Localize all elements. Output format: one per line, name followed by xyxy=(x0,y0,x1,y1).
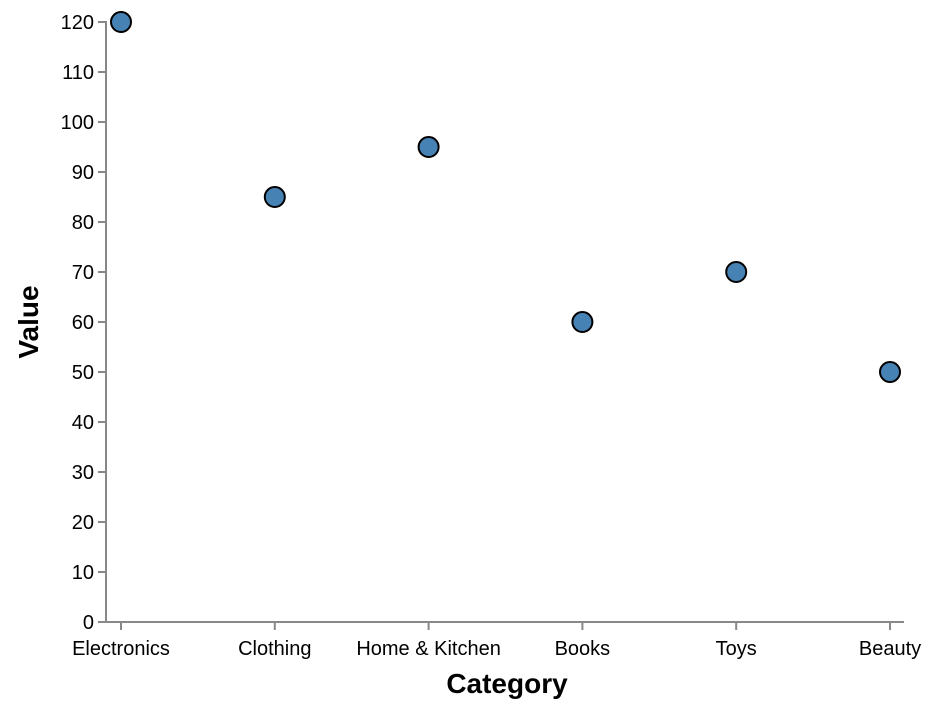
y-tick-label: 80 xyxy=(72,212,94,234)
x-axis-title: Category xyxy=(446,668,568,699)
x-tick-label: Toys xyxy=(716,638,757,660)
data-point xyxy=(263,186,286,208)
y-tick-label: 90 xyxy=(72,162,94,184)
y-tick-label: 100 xyxy=(61,112,94,134)
data-point xyxy=(110,11,132,33)
data-points xyxy=(110,11,901,383)
data-point xyxy=(417,136,440,158)
y-tick-label: 60 xyxy=(72,312,94,334)
data-point xyxy=(571,311,594,333)
x-tick-label: Beauty xyxy=(859,638,921,660)
y-tick-label: 70 xyxy=(72,262,94,284)
y-tick-label: 110 xyxy=(62,62,94,84)
y-tick-label: 0 xyxy=(83,612,94,634)
x-axis: Electronics Clothing Home & Kitchen Books To… xyxy=(72,621,921,660)
y-tick-label: 10 xyxy=(72,562,94,584)
y-tick-label: 20 xyxy=(72,512,94,534)
x-tick-label: Home & Kitchen xyxy=(356,638,501,660)
y-tick-label: 50 xyxy=(72,362,94,384)
data-point xyxy=(879,361,901,383)
data-point xyxy=(725,261,748,283)
x-tick-label: Clothing xyxy=(238,638,311,660)
y-tick-label: 120 xyxy=(61,12,94,34)
y-tick-label: 30 xyxy=(72,462,94,484)
x-tick-label: Books xyxy=(555,638,611,660)
y-axis: 0 10 20 30 40 50 60 70 80 90 100 110 120 xyxy=(61,12,107,634)
y-axis-title: Value xyxy=(13,285,44,358)
x-tick-label: Electronics xyxy=(72,638,170,660)
y-tick-label: 40 xyxy=(72,412,94,434)
